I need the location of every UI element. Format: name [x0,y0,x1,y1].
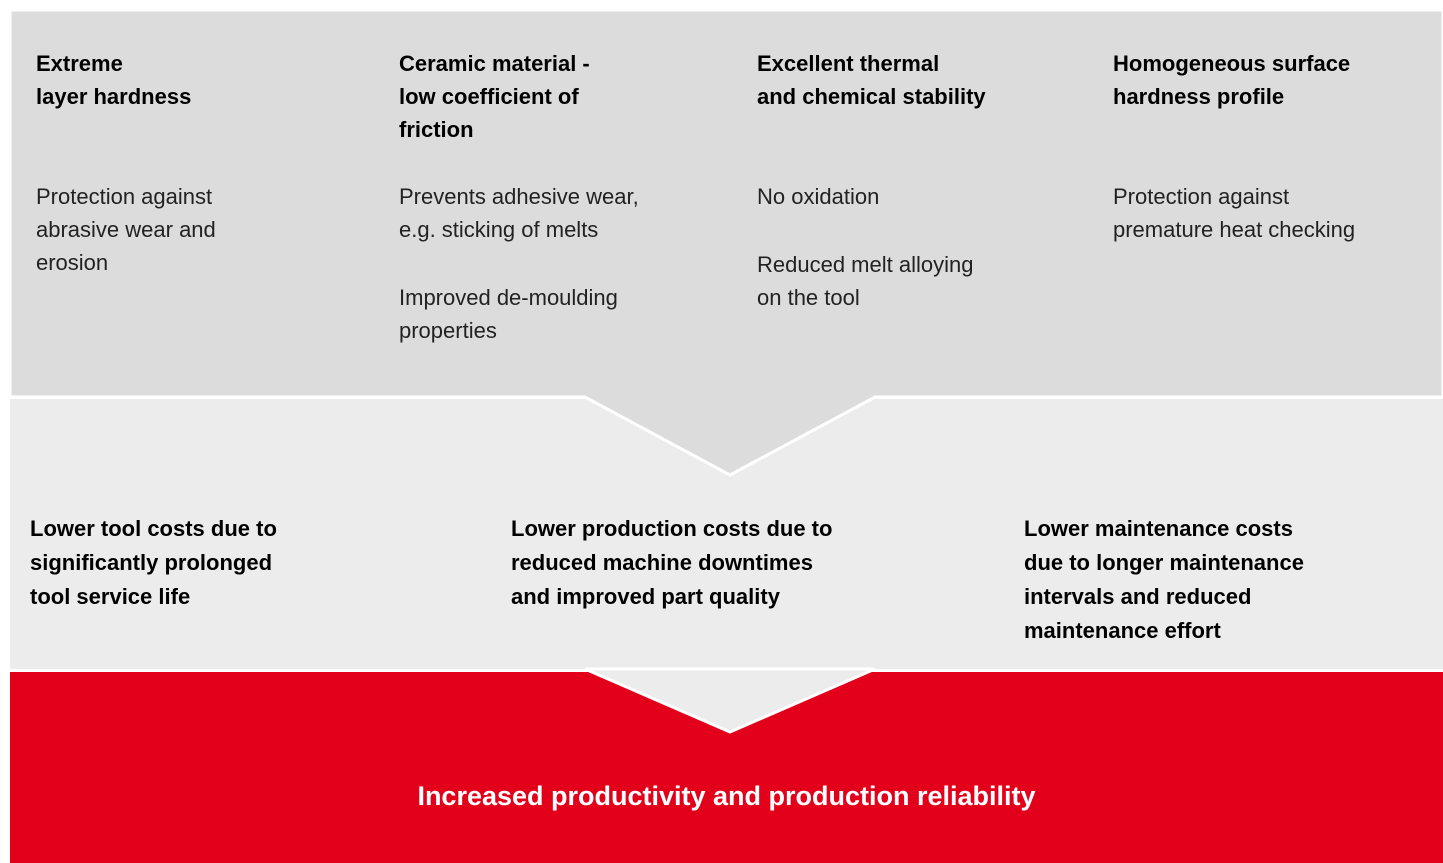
feature-title: layer hardness [36,84,192,109]
feature: Ceramic material - low coefficient of fric… [399,47,639,343]
benefit: Lower maintenance costs due to longer mai… [1024,512,1304,648]
feature-text: Protection against [1113,184,1290,209]
feature-text: e.g. sticking of melts [399,217,599,242]
feature-text: No oxidation [757,184,880,209]
benefit-text: maintenance effort [1024,618,1221,643]
feature-body: Prevents adhesive wear, e.g. sticking of … [399,180,639,347]
feature-title: Extreme [36,51,123,76]
feature-title: Ceramic material - [399,51,590,76]
feature-title: low coefficient of [399,84,579,109]
feature-paragraph: Reduced melt alloying on the tool [757,248,973,314]
feature: Excellent thermal and chemical stability N… [757,47,986,310]
feature-text: on the tool [757,285,860,310]
feature-paragraph: Improved de-moulding properties [399,281,639,347]
feature-paragraph: Protection against abrasive wear and erosi… [36,180,216,279]
benefit-text: and improved part quality [511,584,780,609]
feature-paragraph: Prevents adhesive wear, e.g. sticking of … [399,180,639,246]
benefit-text: Lower maintenance costs [1024,516,1293,541]
feature-paragraph: No oxidation [757,180,973,213]
benefit-text: due to longer maintenance [1024,550,1304,575]
benefit-text: Lower tool costs due to [30,516,277,541]
feature-text: Prevents adhesive wear, [399,184,639,209]
feature-title: and chemical stability [757,84,986,109]
feature-text: Reduced melt alloying [757,252,974,277]
feature: Homogeneous surface hardness profile Prote… [1113,47,1355,242]
feature-title: hardness profile [1113,84,1285,109]
feature-text: erosion [36,250,109,275]
benefit-text: intervals and reduced [1024,584,1252,609]
feature-body: Protection against abrasive wear and erosi… [36,180,216,279]
feature-text: abrasive wear and [36,217,216,242]
feature-title: Excellent thermal [757,51,940,76]
feature-title: friction [399,117,474,142]
benefit-text: Lower production costs due to [511,516,833,541]
feature-text: Protection against [36,184,213,209]
result-text: Increased productivity and production re… [417,781,1036,811]
benefit-text: reduced machine downtimes [511,550,813,575]
feature-paragraph: Protection against premature heat checkin… [1113,180,1355,246]
benefits-chevron [584,667,876,734]
feature-text: Improved de-moulding [399,285,618,310]
feature-body: Protection against premature heat checkin… [1113,180,1355,246]
benefit: Lower tool costs due to significantly pro… [30,512,277,614]
benefit-text: significantly prolonged [30,550,273,575]
feature-text: premature heat checking [1113,217,1356,242]
feature: Extreme layer hardness Protection against a… [36,47,216,275]
feature-body: No oxidation Reduced melt alloying on the … [757,180,973,314]
feature-title: Homogeneous surface [1113,51,1351,76]
benefit: Lower production costs due to reduced mac… [511,512,832,614]
features-panel [8,8,1443,477]
feature-text: properties [399,318,497,343]
benefit-text: tool service life [30,584,191,609]
